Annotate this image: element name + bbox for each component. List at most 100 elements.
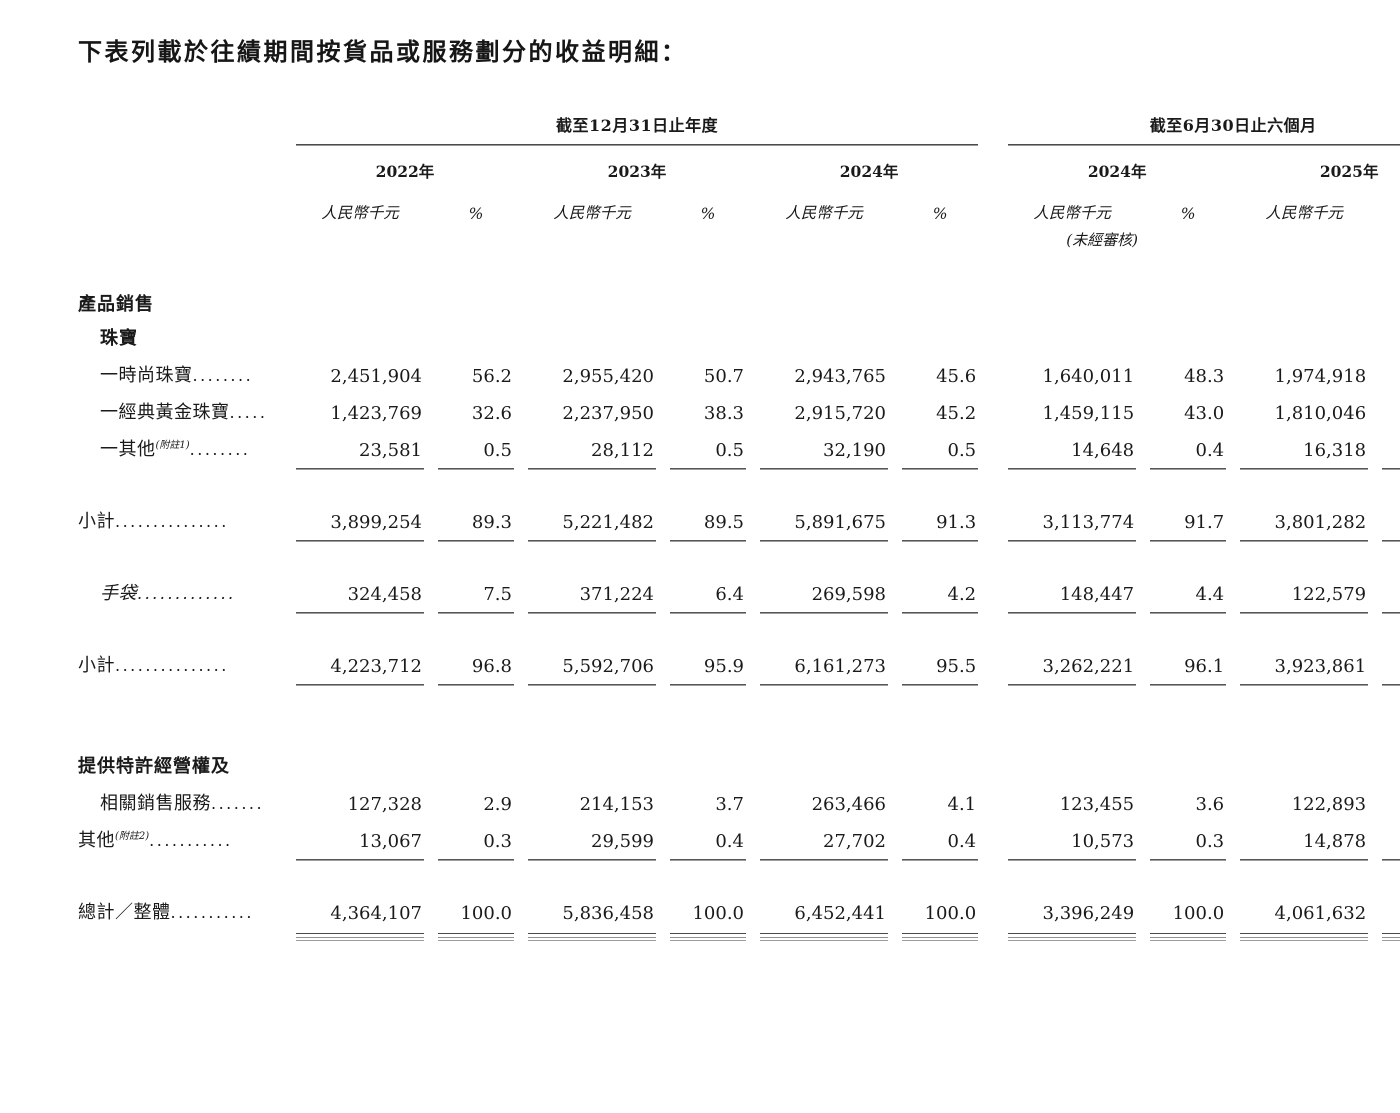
spacer-cell xyxy=(746,815,760,852)
spacer-cell xyxy=(978,852,1008,861)
spacer-cell xyxy=(514,568,528,605)
spacer-cell xyxy=(656,677,670,686)
cell-subtotal1-percent-2025-interim: 93.6 xyxy=(1382,496,1400,533)
spacer-cell xyxy=(888,640,902,677)
spacer-cell xyxy=(1136,924,1150,938)
rule-percent-2023 xyxy=(670,677,746,686)
cell-other2-percent-2024: 0.4 xyxy=(947,831,977,852)
spacer-cell xyxy=(78,677,296,686)
spacer-cell xyxy=(424,677,438,686)
double-rule-amount-2024 xyxy=(760,924,888,941)
rule-amount-2024 xyxy=(760,461,888,470)
rule-percent-2025-interim xyxy=(1382,461,1400,470)
cell-other1-amount-2025-interim: 16,318 xyxy=(1303,440,1367,461)
spacer-cell xyxy=(424,387,438,424)
spacer-cell xyxy=(514,677,528,686)
rule-percent-2024-interim xyxy=(1150,677,1227,686)
spacer-cell xyxy=(656,461,670,470)
spacer-cell xyxy=(424,188,438,223)
spacer-cell xyxy=(514,852,528,861)
spacer-cell xyxy=(514,350,528,387)
row-label-text: 手袋 xyxy=(100,583,137,604)
spacer-cell xyxy=(514,424,528,461)
spacer-cell xyxy=(978,533,1008,542)
cell-franchise-amount-2025-interim: 122,893 xyxy=(1291,794,1367,815)
spacer-cell xyxy=(888,350,902,387)
row-label-text: 小計 xyxy=(78,511,115,532)
spacer-cell xyxy=(1226,640,1240,677)
cell-subtotal2-amount-2022: 4,223,712 xyxy=(330,656,422,677)
group-rule-row xyxy=(78,143,1400,146)
spacer-cell xyxy=(746,852,760,861)
rule-amount-2023 xyxy=(528,852,656,861)
label-franchise-line1: 提供特許經營權及 xyxy=(78,756,230,777)
spacer-cell xyxy=(296,250,1400,316)
cell-fashion-amount-2025-interim: 1,974,918 xyxy=(1274,366,1367,387)
spacer-cell xyxy=(514,496,528,533)
spacer-cell xyxy=(1226,387,1240,424)
cell-fashion-percent-2025-interim: 48.6 xyxy=(1382,350,1400,387)
spacer-cell xyxy=(78,461,296,470)
spacer-cell xyxy=(1136,387,1150,424)
spacer-cell xyxy=(656,387,670,424)
spacer-cell xyxy=(424,778,438,815)
double-rule-percent-2022 xyxy=(438,924,514,941)
spacer-cell xyxy=(514,146,528,188)
spacer-cell xyxy=(78,861,1400,887)
rule-amount-2024 xyxy=(760,677,888,686)
group-rule-annual xyxy=(296,143,979,146)
year-header-2024: 2024年 xyxy=(839,162,899,181)
year-header-2022: 2022年 xyxy=(375,162,435,181)
rule-amount-2022 xyxy=(296,461,424,470)
spacer-cell xyxy=(978,605,1008,614)
subtotal-rule-row xyxy=(78,677,1400,686)
cell-other2-percent-2024-interim: 0.3 xyxy=(1195,831,1225,852)
leader-dots: ............... xyxy=(115,656,229,675)
table-row: 手袋............. 324,458 7.5 371,224 6.4 … xyxy=(78,568,1400,605)
cell-other1-percent-2022: 0.5 xyxy=(483,440,512,461)
spacer-cell xyxy=(1136,852,1150,861)
cell-fashion-amount-2024: 2,943,765 xyxy=(794,366,886,387)
spacer-cell xyxy=(746,533,760,542)
rule-amount-2024-interim xyxy=(1008,533,1137,542)
leader-dots: ........ xyxy=(189,440,251,459)
rule-amount-2024-interim xyxy=(1008,461,1137,470)
cell-subtotal1-amount-2023: 5,221,482 xyxy=(562,512,654,533)
spacer-cell xyxy=(78,614,1400,640)
double-rule-percent-2025-interim xyxy=(1382,924,1400,941)
cell-handbags-amount-2025-interim: 122,579 xyxy=(1291,584,1367,605)
rule-percent-2025-interim xyxy=(1382,533,1400,542)
spacer-cell xyxy=(1226,924,1240,938)
cell-other1-amount-2022: 23,581 xyxy=(359,440,422,461)
rule-percent-2024-interim xyxy=(1150,852,1227,861)
spacer-cell xyxy=(978,461,1008,470)
rule-amount-2025-interim xyxy=(1240,852,1369,861)
spacer-cell xyxy=(656,924,670,938)
spacer-cell xyxy=(1226,887,1240,924)
spacer-cell xyxy=(1368,461,1382,470)
cell-other2-amount-2024: 27,702 xyxy=(823,831,886,852)
subtotal-rule-row xyxy=(78,461,1400,470)
spacer-cell xyxy=(746,568,760,605)
spacer-cell xyxy=(78,605,296,614)
spacer-cell xyxy=(1368,496,1382,533)
spacer-cell xyxy=(1368,640,1382,677)
rule-percent-2022 xyxy=(438,533,514,542)
cell-subtotal2-percent-2024-interim: 96.1 xyxy=(1184,656,1225,677)
cell-fashion-percent-2024: 45.6 xyxy=(936,366,977,387)
row-label-text: 小計 xyxy=(78,655,115,676)
unit-percent-2023: % xyxy=(700,205,716,223)
cell-subtotal2-percent-2025-interim: 96.6 xyxy=(1382,640,1400,677)
rule-amount-2024-interim xyxy=(1008,677,1137,686)
rule-percent-2023 xyxy=(670,533,746,542)
row-label-subtotal-jewellery: 小計............... xyxy=(78,496,296,533)
cell-handbags-amount-2022: 324,458 xyxy=(347,584,422,605)
cell-fashion-percent-2024-interim: 48.3 xyxy=(1184,366,1225,387)
cell-subtotal2-amount-2024-interim: 3,262,221 xyxy=(1042,656,1135,677)
spacer-cell xyxy=(746,778,760,815)
spacer-cell xyxy=(746,677,760,686)
unaudited-row: (未經審核) xyxy=(78,223,1400,250)
spacer-cell xyxy=(424,424,438,461)
spacer-cell xyxy=(888,677,902,686)
spacer-cell xyxy=(296,712,1400,778)
